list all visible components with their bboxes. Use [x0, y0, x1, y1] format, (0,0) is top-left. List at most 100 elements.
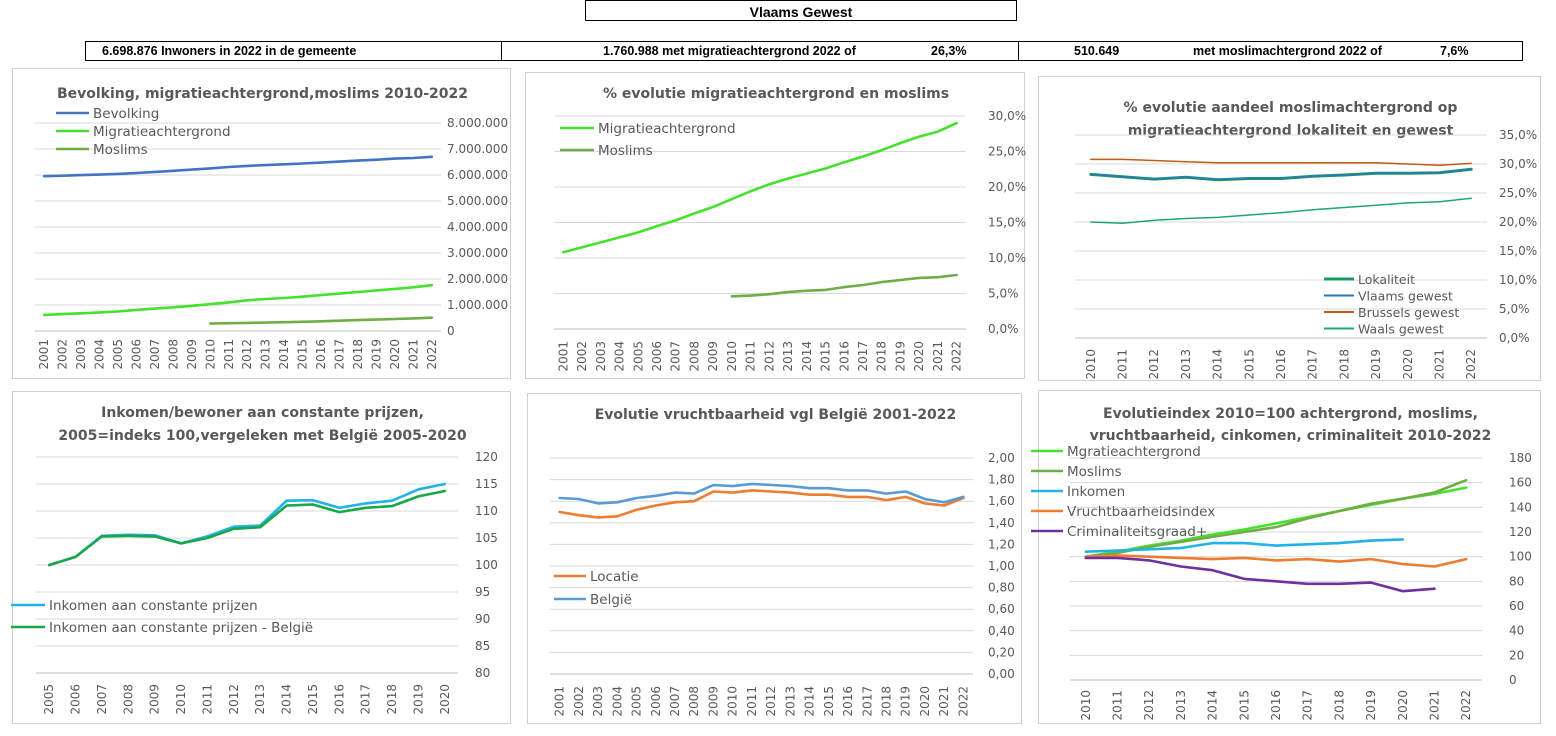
x-tick-label: 2021 — [937, 686, 951, 717]
y-tick-label: 160 — [1509, 476, 1532, 490]
x-tick-label: 2019 — [1369, 349, 1383, 380]
series-line-inkomen — [1084, 538, 1405, 553]
x-tick-label: 2002 — [575, 341, 589, 372]
y-tick-label: 20,0% — [1499, 215, 1537, 229]
x-tick-label: 2012 — [1142, 690, 1156, 721]
x-tick-label: 2018 — [879, 686, 893, 717]
x-tick-label: 2012 — [227, 684, 241, 715]
y-tick-label: 35,0% — [1499, 128, 1537, 142]
x-tick-label: 2013 — [1174, 690, 1188, 721]
legend-item-vlaams-gewest: Vlaams gewest — [1358, 289, 1453, 304]
series-line-moslims — [1084, 478, 1468, 558]
y-tick-label: 105 — [475, 531, 498, 545]
legend-item-inkomen-aan-constante-prijzen: Inkomen aan constante prijzen — [49, 598, 258, 614]
x-tick-label: 2019 — [893, 341, 907, 372]
series-line-locatie — [558, 489, 965, 519]
y-tick-label: 60 — [1509, 599, 1524, 613]
x-tick-label: 2014 — [1206, 690, 1220, 721]
x-tick-label: 2019 — [369, 339, 383, 370]
y-tick-label: 25,0% — [988, 145, 1026, 159]
chart-panel-income: Inkomen/bewoner aan constante prijzen, 20… — [11, 391, 511, 724]
x-tick-label: 2018 — [351, 339, 365, 370]
summary-divider — [501, 42, 502, 60]
x-tick-label: 2020 — [1396, 690, 1410, 721]
legend-item-brussels-gewest: Brussels gewest — [1358, 305, 1459, 320]
x-tick-label: 2008 — [687, 341, 701, 372]
x-tick-label: 2003 — [594, 341, 608, 372]
legend-item-migratieachtergrond: Migratieachtergrond — [93, 124, 231, 140]
x-tick-label: 2011 — [744, 341, 758, 372]
legend-item-criminaliteitsgraad: Criminaliteitsgraad+ — [1067, 524, 1207, 540]
x-tick-label: 2015 — [1237, 690, 1251, 721]
series-line-inkomen-aan-constante-prijzen — [47, 482, 447, 567]
x-tick-label: 2020 — [438, 684, 452, 715]
x-tick-label: 2003 — [74, 339, 88, 370]
summary-muslim-pct: 7,6% — [1440, 44, 1469, 58]
page-title: Vlaams Gewest — [585, 0, 1017, 21]
chart-title: Inkomen/bewoner aan constante prijzen, — [101, 405, 424, 421]
y-tick-label: 115 — [475, 477, 498, 491]
chart-title: % evolutie aandeel moslimachtergrond op — [1124, 100, 1458, 116]
x-tick-label: 2019 — [1364, 690, 1378, 721]
x-tick-label: 2018 — [385, 684, 399, 715]
x-tick-label: 2020 — [1401, 349, 1415, 380]
x-tick-label: 2022 — [1459, 690, 1473, 721]
y-tick-label: 10,0% — [1499, 273, 1537, 287]
x-tick-label: 2010 — [203, 339, 217, 370]
x-tick-label: 2015 — [819, 341, 833, 372]
x-tick-label: 2016 — [1274, 349, 1288, 380]
y-tick-label: 110 — [475, 504, 498, 518]
x-tick-label: 2016 — [841, 686, 855, 717]
x-tick-label: 2021 — [931, 341, 945, 372]
x-tick-label: 2005 — [631, 341, 645, 372]
series-line-inkomen-aan-constante-prijzen-belgi — [47, 489, 447, 567]
x-tick-label: 2003 — [591, 686, 605, 717]
chart-title: Evolutieindex 2010=100 achtergrond, mosl… — [1103, 406, 1478, 422]
chart-pct-evolution: % evolutie migratieachtergrond en moslim… — [554, 86, 1026, 372]
y-tick-label: 85 — [475, 639, 490, 653]
x-tick-label: 2004 — [93, 339, 107, 370]
legend-item-locatie: Locatie — [590, 569, 639, 585]
y-tick-label: 1,20 — [988, 537, 1015, 551]
chart-panel-fertility: Evolutie vruchtbaarheid vgl België 2001-… — [527, 393, 1022, 724]
chart-panel-index: Evolutieindex 2010=100 achtergrond, mosl… — [1031, 390, 1541, 724]
legend-item-belgi: België — [590, 592, 632, 608]
x-tick-label: 2012 — [762, 341, 776, 372]
x-tick-label: 2011 — [1111, 690, 1125, 721]
x-tick-label: 2001 — [556, 341, 570, 372]
y-tick-label: 2,00 — [988, 451, 1015, 465]
y-tick-label: 0,80 — [988, 581, 1015, 595]
y-tick-label: 1,00 — [988, 559, 1015, 573]
series-line-moslims — [730, 273, 958, 298]
series-line-vruchtbaarheidsindex — [1084, 554, 1468, 568]
y-tick-label: 100 — [1509, 550, 1532, 564]
x-tick-label: 2017 — [860, 686, 874, 717]
x-tick-label: 2016 — [314, 339, 328, 370]
x-tick-label: 2010 — [1084, 349, 1098, 380]
x-tick-label: 2022 — [950, 341, 964, 372]
y-tick-label: 120 — [475, 450, 498, 464]
summary-inhabitants: 6.698.876 Inwoners in 2022 in de gemeent… — [102, 44, 357, 58]
y-tick-label: 0,00 — [988, 667, 1015, 681]
x-tick-label: 2004 — [610, 686, 624, 717]
y-tick-label: 25,0% — [1499, 186, 1537, 200]
chart-title: vruchtbaarheid, cinkomen, criminaliteit … — [1090, 428, 1492, 444]
y-tick-label: 140 — [1509, 500, 1532, 514]
x-tick-label: 2010 — [726, 686, 740, 717]
x-tick-label: 2002 — [56, 339, 70, 370]
x-tick-label: 2010 — [725, 341, 739, 372]
x-tick-label: 2006 — [130, 339, 144, 370]
chart-panel-population: Bevolking, migratieachtergrond,moslims 2… — [12, 68, 511, 379]
y-tick-label: 80 — [475, 666, 490, 680]
summary-muslim-text: met moslimachtergrond 2022 of — [1193, 44, 1382, 58]
legend-item-bevolking: Bevolking — [93, 106, 159, 122]
y-tick-label: 5.000.000 — [447, 194, 508, 208]
x-tick-label: 2016 — [332, 684, 346, 715]
series-line-brussels-gewest — [1090, 158, 1472, 166]
chart-title: migratieachtergrond lokaliteit en gewest — [1128, 123, 1454, 139]
chart-title: Evolutie vruchtbaarheid vgl België 2001-… — [595, 407, 957, 423]
series-line-vlaams-gewest — [1090, 168, 1472, 181]
x-tick-label: 2009 — [706, 341, 720, 372]
x-tick-label: 2014 — [280, 684, 294, 715]
x-tick-label: 2015 — [1242, 349, 1256, 380]
